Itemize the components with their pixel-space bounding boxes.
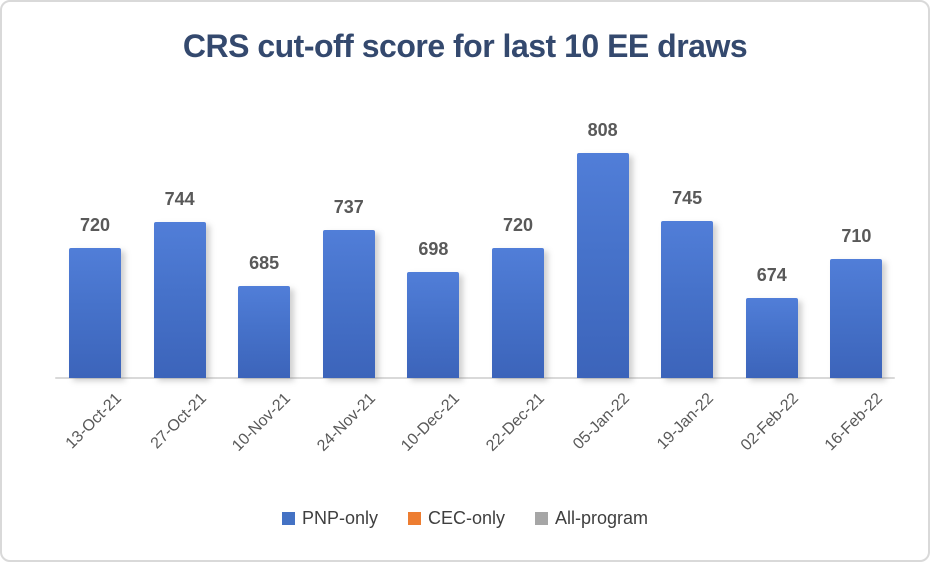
legend-label: All-program <box>555 508 649 528</box>
x-axis-line <box>55 377 895 379</box>
legend-item-cec-only: CEC-only <box>407 508 506 529</box>
bar-pnp-only <box>322 230 375 378</box>
bar-pnp-only <box>576 153 629 378</box>
bar-value-label: 698 <box>418 239 449 259</box>
bar-value-label: 808 <box>587 120 618 140</box>
legend-swatch-icon <box>535 512 549 525</box>
legend-item-pnp-only: PNP-only <box>281 508 378 529</box>
bar-value-label: 674 <box>756 265 787 285</box>
bar-pnp-only <box>745 298 798 378</box>
bar-pnp-only <box>661 221 714 378</box>
legend-swatch-icon <box>407 512 421 525</box>
bar-pnp-only <box>492 248 544 378</box>
bar-value-label: 720 <box>79 215 111 235</box>
bar-value-label: 710 <box>841 226 872 246</box>
bar-pnp-only <box>407 272 460 378</box>
bar-pnp-only <box>153 222 206 378</box>
bar-pnp-only <box>69 248 121 378</box>
chart-title: CRS cut-off score for last 10 EE draws <box>182 28 748 64</box>
legend: PNP-only CEC-only All-program <box>2 508 928 529</box>
legend-label: CEC-only <box>427 508 506 528</box>
legend-item-all-program: All-program <box>535 508 648 529</box>
bar-value-label: 745 <box>672 188 703 208</box>
bar-pnp-only <box>238 286 291 378</box>
bar-pnp-only <box>830 259 883 378</box>
bar-value-label: 720 <box>502 215 534 235</box>
bar-value-label: 744 <box>164 189 195 209</box>
legend-label: PNP-only <box>301 508 378 528</box>
bar-value-label: 737 <box>333 197 364 217</box>
bar-value-label: 685 <box>249 253 280 273</box>
legend-swatch-icon <box>281 512 295 525</box>
